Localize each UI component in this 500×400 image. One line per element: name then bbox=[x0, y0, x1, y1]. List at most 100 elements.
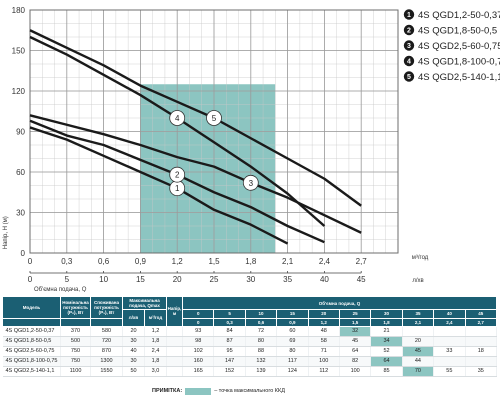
header-max-flow: Максимальна подача, Qmax bbox=[121, 295, 168, 311]
cell-consumed-power: 720 bbox=[90, 336, 123, 347]
table-row: 4S QGD1,8-50-0,5 500 720 30 1,8 98 87 80 69 58 45 3… bbox=[2, 336, 497, 347]
x-tick-label-lmin: 25 bbox=[210, 275, 219, 284]
x-tick-label-m3h: 0 bbox=[28, 257, 33, 266]
legend-marker bbox=[403, 24, 415, 36]
header-flow-m3: 0 bbox=[182, 317, 215, 327]
header-flow-m3: 0,6 bbox=[244, 317, 278, 327]
series-marker bbox=[169, 166, 186, 183]
table-note: ПРИМІТКА: – точка максимального ККД bbox=[152, 385, 285, 397]
legend-entry: 4S QGD2,5-60-0,75 bbox=[418, 41, 500, 52]
y-tick-label: 180 bbox=[12, 6, 26, 15]
cell-model: 4S QGD1,2-50-0,37 bbox=[2, 326, 61, 337]
cell-head-value: 87 bbox=[213, 336, 246, 347]
cell-head-value: 80 bbox=[245, 336, 278, 347]
x-tick-label-m3h: 0,9 bbox=[135, 257, 147, 266]
header-flow-m3: 2,7 bbox=[464, 317, 497, 327]
header-flow-l: 25 bbox=[338, 309, 372, 319]
header-flow-m3: 1,5 bbox=[338, 317, 372, 327]
header-flow-m3: 0,9 bbox=[276, 317, 309, 327]
cell-head-value: 33 bbox=[433, 346, 466, 357]
cell-head-value: 64 bbox=[370, 356, 403, 367]
cell-unit-spacer bbox=[166, 356, 184, 367]
header-flow-m3: 0,3 bbox=[213, 317, 246, 327]
cell-head-value: 44 bbox=[402, 356, 435, 367]
header-flow-l: 30 bbox=[370, 309, 403, 319]
x-tick-label-m3h: 0,3 bbox=[61, 257, 73, 266]
cell-head-value: 18 bbox=[465, 346, 497, 357]
cell-head-value: 58 bbox=[308, 336, 340, 347]
cell-rated-power: 750 bbox=[60, 356, 91, 367]
cell-head-value: 45 bbox=[402, 346, 435, 357]
cell-model: 4S QGD1,8-100-0,75 bbox=[2, 356, 61, 367]
x-tick-label-lmin: 30 bbox=[246, 275, 255, 284]
note-text: – точка максимального ККД bbox=[214, 388, 285, 394]
cell-head-value: 64 bbox=[339, 346, 372, 357]
cell-qmax-l: 20 bbox=[122, 326, 145, 337]
cell-head-value bbox=[433, 326, 466, 337]
cell-unit-spacer bbox=[166, 346, 184, 357]
x-tick-label-m3h: 2,7 bbox=[356, 257, 368, 266]
x-tick-label-lmin: 40 bbox=[320, 275, 329, 284]
cell-consumed-power: 1300 bbox=[90, 356, 123, 367]
header-head-unit: Напір, м bbox=[166, 296, 184, 327]
series-marker-label: 4 bbox=[175, 114, 180, 123]
cell-head-value: 139 bbox=[245, 366, 278, 377]
table-row: 4S QGD1,8-100-0,75 750 1300 30 1,8 160 147 132 1… bbox=[2, 356, 497, 367]
cell-rated-power: 750 bbox=[60, 346, 91, 357]
series-marker bbox=[206, 110, 222, 126]
cell-unit-spacer bbox=[166, 326, 184, 337]
cell-qmax-l: 30 bbox=[122, 356, 145, 367]
x-tick-label-m3h: 2,1 bbox=[282, 257, 294, 266]
cell-qmax-m3: 1,8 bbox=[144, 336, 168, 347]
cell-head-value: 34 bbox=[370, 336, 403, 347]
legend-marker-number: 3 bbox=[407, 43, 411, 50]
x-tick-label-lmin: 15 bbox=[136, 275, 145, 284]
cell-qmax-m3: 1,2 bbox=[144, 326, 168, 337]
cell-head-value: 117 bbox=[276, 356, 309, 367]
header-flow-m3: 1,2 bbox=[307, 317, 340, 327]
legend-marker-number: 2 bbox=[407, 28, 411, 35]
cell-head-value: 32 bbox=[339, 326, 372, 337]
cell-model: 4S QGD2,5-140-1,1 bbox=[2, 366, 61, 377]
cell-qmax-m3: 2,4 bbox=[144, 346, 168, 357]
legend-marker-number: 4 bbox=[407, 59, 411, 66]
cell-head-value: 21 bbox=[370, 326, 403, 337]
legend-marker bbox=[403, 40, 415, 51]
cell-head-value: 88 bbox=[245, 346, 278, 357]
cell-head-value: 80 bbox=[276, 346, 309, 357]
x-unit-lmin: л/хв bbox=[412, 278, 423, 284]
cell-head-value: 160 bbox=[182, 356, 215, 367]
note-swatch bbox=[185, 387, 212, 395]
header-qmax-l: л/хв bbox=[122, 309, 145, 327]
header-qmax-m3: м³/год bbox=[143, 309, 168, 327]
cell-head-value: 72 bbox=[245, 326, 278, 337]
x-tick-label-m3h: 2,4 bbox=[319, 257, 331, 266]
header-flow-l: 5 bbox=[213, 309, 246, 319]
header-flow-l: 15 bbox=[276, 309, 309, 319]
x-tick-label-m3h: 0,6 bbox=[98, 257, 110, 266]
series-line bbox=[29, 114, 362, 234]
cell-head-value: 98 bbox=[182, 336, 215, 347]
y-tick-label: 120 bbox=[12, 87, 26, 96]
x-tick-label-lmin: 10 bbox=[99, 275, 108, 284]
legend-marker-number: 1 bbox=[407, 12, 411, 19]
x-tick-label-m3h: 1,2 bbox=[172, 257, 184, 266]
cell-qmax-l: 30 bbox=[122, 336, 145, 347]
cell-model: 4S QGD2,5-60-0,75 bbox=[2, 346, 61, 357]
cell-head-value: 52 bbox=[370, 346, 403, 357]
header-flow-m3: 1,8 bbox=[370, 317, 403, 327]
cell-head-value: 147 bbox=[213, 356, 246, 367]
table-row: 4S QGD1,2-50-0,37 370 580 20 1,2 93 84 72 60 48 32… bbox=[2, 326, 497, 337]
header-flow-group: Об'ємна подача, Q bbox=[182, 295, 497, 311]
series-line bbox=[29, 126, 289, 245]
cell-qmax-l: 40 bbox=[122, 346, 145, 357]
cell-head-value: 35 bbox=[465, 366, 497, 377]
cell-head-value bbox=[433, 356, 466, 367]
cell-head-value: 93 bbox=[182, 326, 215, 337]
series-marker-label: 5 bbox=[212, 114, 217, 123]
cell-head-value: 84 bbox=[213, 326, 246, 337]
legend-marker bbox=[403, 71, 415, 82]
cell-head-value: 85 bbox=[370, 366, 403, 377]
cell-rated-power: 370 bbox=[60, 326, 91, 337]
